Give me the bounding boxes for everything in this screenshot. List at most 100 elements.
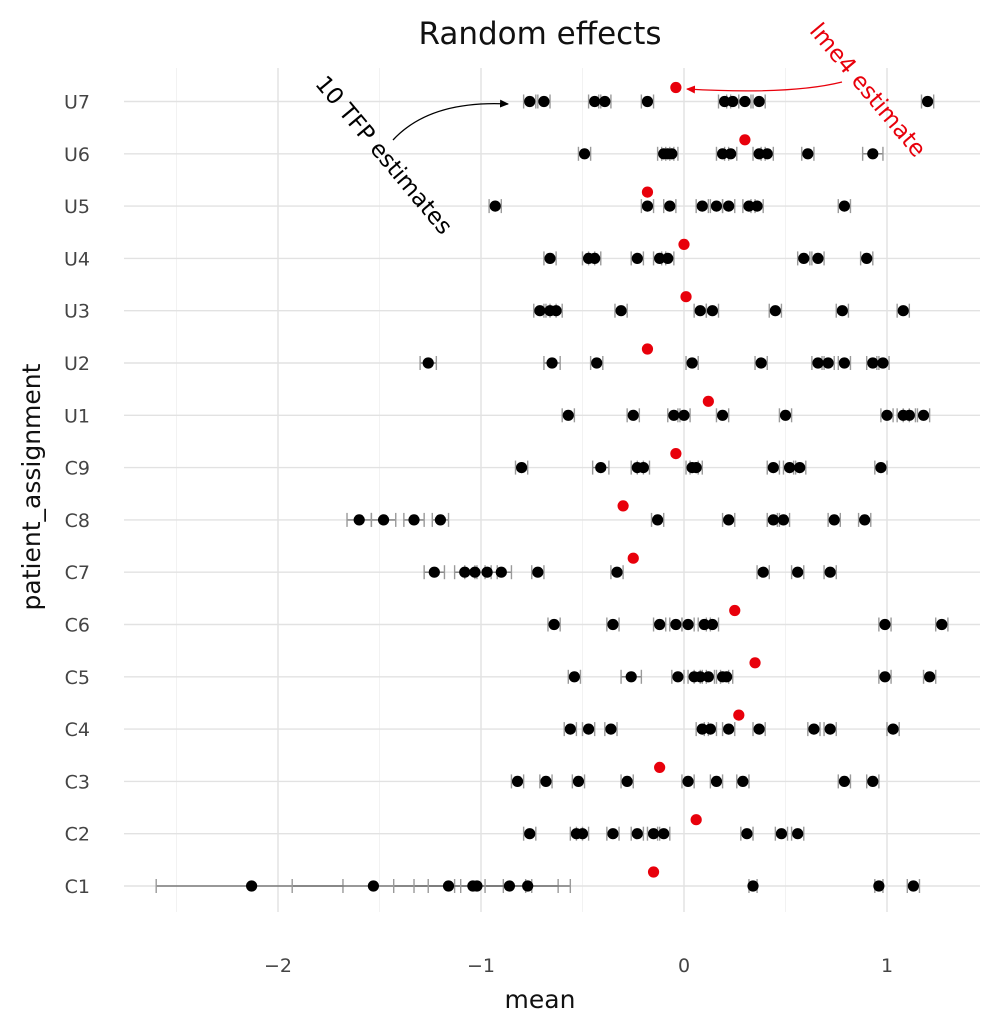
tfp-estimate-point	[607, 828, 619, 840]
tfp-estimate-point	[668, 409, 680, 421]
tfp-estimate-point	[875, 462, 887, 474]
tfp-estimate-point	[408, 514, 420, 526]
tfp-estimate-point	[859, 514, 871, 526]
tfp-estimate-point	[822, 357, 834, 369]
tfp-estimate-point	[775, 828, 788, 840]
y-tick-labels: C1 C2 C3 C4 C5 C6 C7 C8 C9 U1 U2 U3 U4 U5 U6 U7	[64, 92, 90, 899]
tfp-estimate-point	[867, 148, 879, 160]
tfp-estimate-point	[246, 880, 258, 892]
tfp-estimate-point	[702, 671, 714, 683]
annotation-tfp-arrow	[392, 99, 509, 141]
tfp-estimate-point	[434, 514, 446, 526]
tfp-estimate-point	[377, 514, 390, 526]
y-tick-label: U5	[64, 196, 90, 218]
y-tick-label: C3	[65, 771, 90, 793]
tfp-estimate-point	[887, 723, 899, 735]
tfp-estimate-point	[652, 514, 664, 526]
y-tick-label: C9	[65, 458, 90, 480]
tfp-estimate-point	[723, 200, 735, 212]
y-tick-label: C6	[65, 615, 90, 637]
tfp-estimate-point	[353, 514, 365, 526]
points	[246, 81, 948, 892]
tfp-estimate-point	[670, 618, 682, 631]
tfp-estimate-point	[562, 409, 574, 421]
tfp-estimate-point	[812, 357, 824, 369]
tfp-estimate-point	[550, 305, 562, 317]
tfp-estimate-point	[522, 880, 534, 892]
tfp-estimate-point	[824, 566, 836, 578]
tfp-estimate-point	[867, 775, 879, 788]
tfp-estimate-point	[516, 462, 528, 474]
tfp-estimate-point	[568, 671, 580, 683]
tfp-estimate-point	[637, 462, 650, 474]
tfp-estimate-point	[605, 723, 617, 735]
tfp-estimate-point	[591, 357, 603, 369]
y-tick-label: C2	[65, 824, 90, 846]
tfp-estimate-point	[611, 566, 623, 578]
tfp-estimate-point	[716, 148, 729, 160]
x-tick-label: 1	[881, 955, 893, 977]
tfp-estimate-point	[489, 200, 501, 212]
lme4-estimate-point	[739, 134, 751, 146]
tfp-estimate-point	[727, 95, 739, 108]
tfp-estimate-point	[664, 200, 676, 212]
tfp-estimate-point	[422, 357, 434, 369]
tfp-estimate-point	[621, 775, 633, 788]
tfp-estimate-point	[710, 200, 723, 212]
tfp-estimate-point	[625, 671, 637, 683]
tfp-estimate-point	[903, 409, 915, 421]
tfp-estimate-point	[694, 305, 706, 317]
lme4-estimate-point	[702, 395, 714, 407]
tfp-estimate-point	[672, 671, 684, 683]
lme4-estimate-point	[733, 709, 745, 721]
tfp-estimate-point	[861, 252, 873, 264]
lme4-estimate-point	[670, 448, 682, 460]
lme4-estimate-point	[749, 657, 761, 669]
tfp-estimate-point	[481, 566, 493, 578]
lme4-estimate-point	[627, 552, 639, 564]
tfp-estimate-point	[532, 566, 544, 578]
tfp-estimate-point	[548, 618, 560, 631]
tfp-estimate-point	[564, 723, 576, 735]
tfp-estimate-point	[761, 148, 773, 160]
tfp-estimate-point	[792, 566, 804, 578]
x-tick-labels: −2 −1 0 1	[264, 955, 893, 977]
tfp-estimate-point	[721, 671, 733, 683]
tfp-estimate-point	[755, 357, 767, 369]
tfp-estimate-point	[877, 357, 889, 369]
lme4-estimate-point	[678, 238, 690, 250]
lme4-estimate-point	[690, 814, 702, 826]
tfp-estimate-point	[599, 95, 611, 108]
tfp-estimate-point	[698, 618, 710, 631]
tfp-estimate-point	[538, 95, 550, 108]
tfp-estimate-point	[881, 409, 893, 421]
y-tick-label: U4	[64, 248, 90, 270]
tfp-estimate-point	[576, 828, 589, 840]
tfp-estimate-point	[511, 775, 524, 788]
tfp-estimate-point	[471, 880, 483, 892]
tfp-estimate-point	[873, 880, 885, 892]
tfp-estimate-point	[838, 357, 850, 369]
tfp-estimate-point	[627, 409, 639, 421]
y-tick-label: U2	[64, 353, 90, 375]
lme4-estimate-point	[729, 604, 741, 617]
tfp-estimate-point	[706, 618, 719, 631]
tfp-estimate-point	[503, 880, 516, 892]
tfp-estimate-point	[753, 148, 765, 160]
tfp-estimate-point	[524, 95, 536, 108]
tfp-estimate-point	[459, 566, 471, 578]
chart-title: Random effects	[418, 16, 661, 52]
tfp-estimate-point	[723, 514, 735, 526]
y-axis-title: patient_assignment	[17, 363, 46, 610]
lme4-estimate-point	[641, 343, 654, 355]
annotation-lme4-arrow	[686, 81, 843, 94]
tfp-estimate-point	[607, 618, 619, 631]
tfp-estimate-point	[682, 775, 694, 788]
tfp-estimate-point	[828, 514, 840, 526]
tfp-estimate-point	[686, 357, 698, 369]
tfp-estimate-point	[751, 200, 763, 212]
tfp-estimate-point	[540, 775, 552, 788]
y-tick-label: U6	[64, 144, 90, 166]
tfp-estimate-point	[897, 305, 909, 317]
x-axis-title: mean	[505, 985, 576, 1014]
